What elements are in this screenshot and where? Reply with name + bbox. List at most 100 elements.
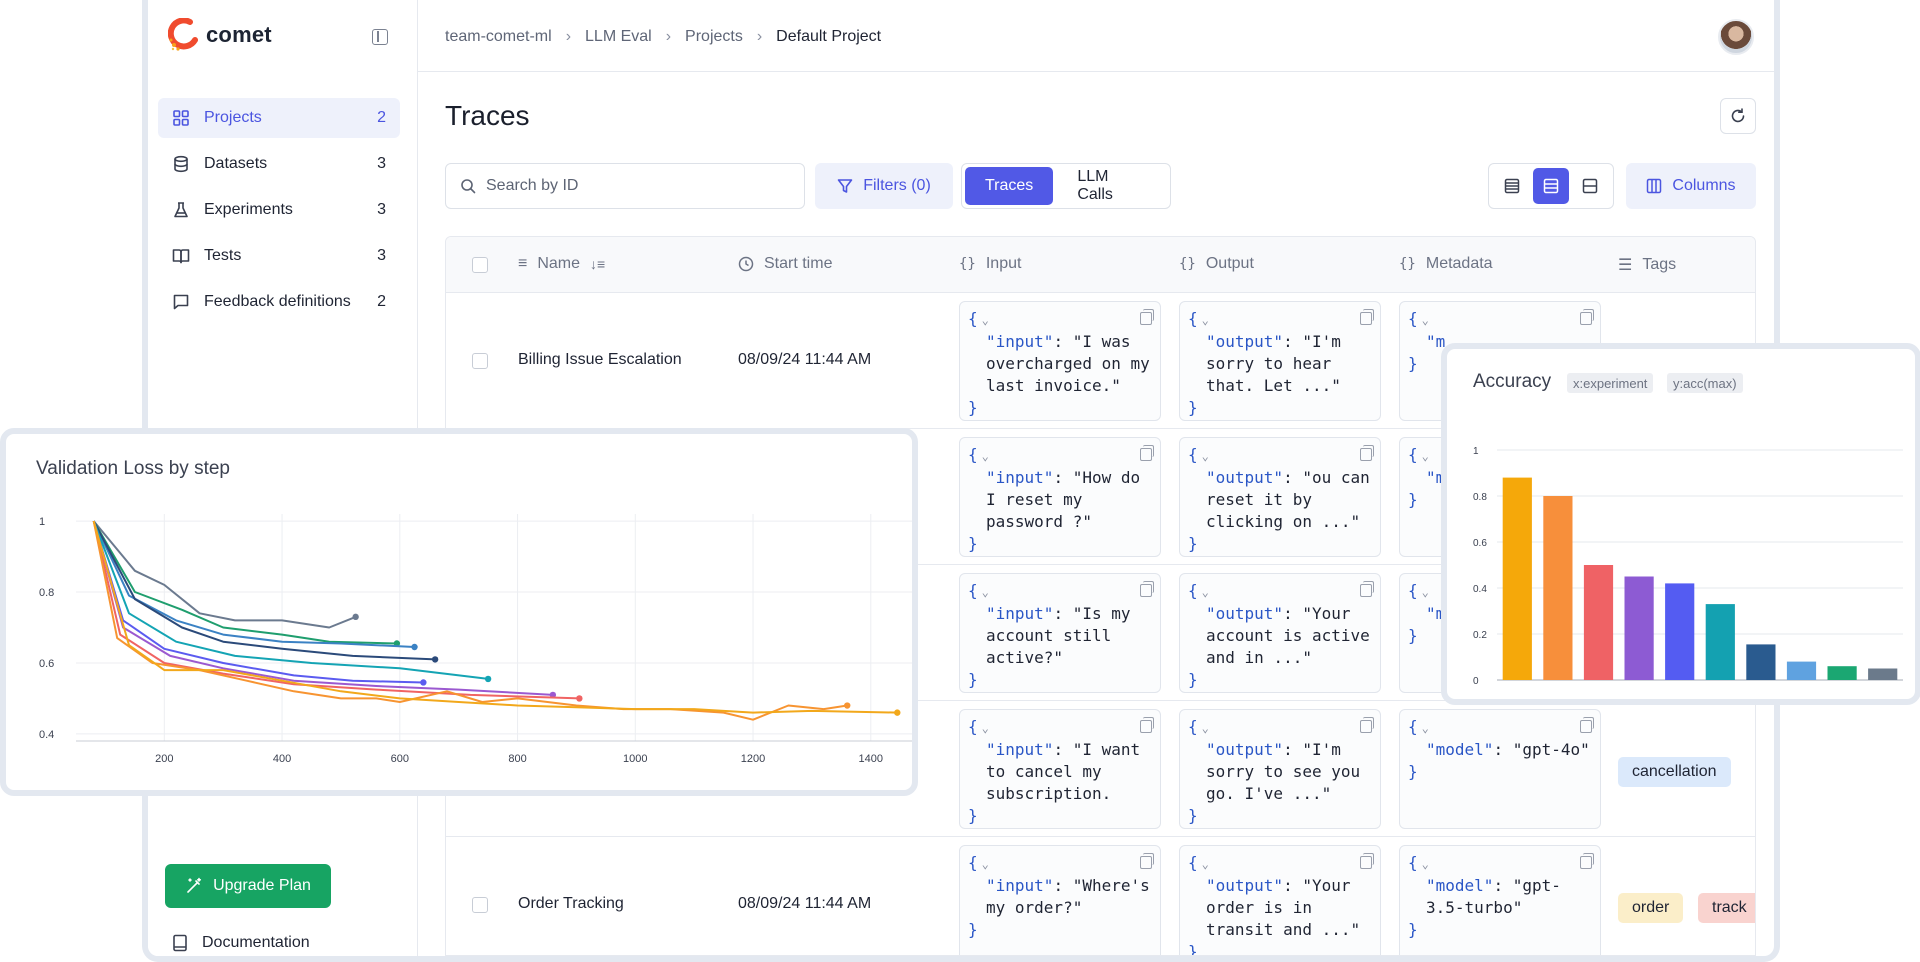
comet-logo[interactable]: comet <box>168 18 272 52</box>
tag-badge[interactable]: cancellation <box>1618 757 1731 787</box>
sidebar-collapse-icon[interactable] <box>372 29 388 45</box>
series-end-point-1[interactable] <box>393 640 401 647</box>
loss-series-line-6[interactable] <box>92 520 553 696</box>
sidebar-item-projects[interactable]: Projects 2 <box>158 98 400 138</box>
copy-icon[interactable] <box>1140 309 1154 325</box>
input-json-cell[interactable]: {⌄ "input": "Where's my order?"} <box>959 845 1161 955</box>
row-checkbox[interactable] <box>472 353 488 369</box>
sidebar-item-datasets[interactable]: Datasets 3 <box>158 144 400 184</box>
table-row[interactable]: Order Tracking 08/09/24 11:44 AM{⌄ "input"… <box>446 837 1755 955</box>
chevron-down-icon[interactable]: ⌄ <box>981 857 989 871</box>
sidebar-item-experiments[interactable]: Experiments 3 <box>158 190 400 230</box>
table-row[interactable]: {⌄ "input": "How do I reset my password ?… <box>446 429 1755 565</box>
copy-icon[interactable] <box>1580 717 1594 733</box>
output-json-cell[interactable]: {⌄ "output": "I'm sorry to see you go. I'… <box>1179 709 1381 829</box>
loss-series-line-5[interactable] <box>92 520 424 684</box>
loss-series-line-4[interactable] <box>92 520 489 680</box>
refresh-button[interactable] <box>1720 98 1756 134</box>
copy-icon[interactable] <box>1580 853 1594 869</box>
input-json-cell[interactable]: {⌄ "input": "I want to cancel my subscrip… <box>959 709 1161 829</box>
breadcrumb-item[interactable]: LLM Eval <box>585 28 652 45</box>
chevron-down-icon[interactable]: ⌄ <box>1201 449 1209 463</box>
chevron-down-icon[interactable]: ⌄ <box>981 313 989 327</box>
upgrade-plan-button[interactable]: Upgrade Plan <box>165 864 331 908</box>
column-header-output[interactable]: {} Output <box>1179 255 1254 273</box>
series-end-point-8[interactable] <box>844 702 851 709</box>
chevron-down-icon[interactable]: ⌄ <box>981 585 989 599</box>
x-axis-chip[interactable]: x:experiment <box>1567 373 1654 393</box>
tag-badge[interactable]: order <box>1618 893 1684 923</box>
chevron-down-icon[interactable]: ⌄ <box>981 449 989 463</box>
density-medium-button[interactable] <box>1533 168 1569 204</box>
series-end-point-7[interactable] <box>576 695 583 702</box>
output-json-cell[interactable]: {⌄ "output": "I'm sorry to hear that. Let… <box>1179 301 1381 421</box>
copy-icon[interactable] <box>1140 853 1154 869</box>
output-json-cell[interactable]: {⌄ "output": "Your account is active and … <box>1179 573 1381 693</box>
chevron-down-icon[interactable]: ⌄ <box>1201 585 1209 599</box>
accuracy-bar-7[interactable] <box>1786 661 1817 680</box>
sort-icon[interactable]: ↓≡ <box>590 256 606 272</box>
loss-series-line-3[interactable] <box>92 520 436 661</box>
copy-icon[interactable] <box>1140 581 1154 597</box>
series-end-point-5[interactable] <box>420 679 427 686</box>
row-checkbox[interactable] <box>472 897 488 913</box>
input-json-cell[interactable]: {⌄ "input": "How do I reset my password ?… <box>959 437 1161 557</box>
chevron-down-icon[interactable]: ⌄ <box>1201 313 1209 327</box>
chevron-down-icon[interactable]: ⌄ <box>1421 585 1429 599</box>
chevron-down-icon[interactable]: ⌄ <box>1421 857 1429 871</box>
accuracy-bar-1[interactable] <box>1543 496 1573 680</box>
loss-series-line-9[interactable] <box>92 520 898 714</box>
density-compact-button[interactable] <box>1494 168 1530 204</box>
series-end-point-4[interactable] <box>484 675 492 683</box>
select-all-checkbox[interactable] <box>472 257 488 273</box>
chevron-down-icon[interactable]: ⌄ <box>981 721 989 735</box>
avatar[interactable] <box>1718 19 1754 55</box>
chevron-down-icon[interactable]: ⌄ <box>1421 449 1429 463</box>
input-json-cell[interactable]: {⌄ "input": "I was overcharged on my last… <box>959 301 1161 421</box>
copy-icon[interactable] <box>1360 853 1374 869</box>
accuracy-bar-2[interactable] <box>1583 565 1614 680</box>
tab-llm-calls[interactable]: LLM Calls <box>1077 168 1113 203</box>
chevron-down-icon[interactable]: ⌄ <box>1421 721 1429 735</box>
series-end-point-9[interactable] <box>894 709 901 716</box>
column-header-name[interactable]: ≡ Name ↓≡ <box>518 255 605 273</box>
sidebar-item-tests[interactable]: Tests 3 <box>158 236 400 276</box>
copy-icon[interactable] <box>1360 309 1374 325</box>
accuracy-bar-9[interactable] <box>1868 668 1898 681</box>
column-header-input[interactable]: {} Input <box>959 255 1021 273</box>
column-header-start-time[interactable]: Start time <box>738 255 832 273</box>
input-json-cell[interactable]: {⌄ "input": "Is my account still active?"… <box>959 573 1161 693</box>
metadata-json-cell[interactable]: {⌄ "model": "gpt-4o"} <box>1399 709 1601 829</box>
copy-icon[interactable] <box>1360 717 1374 733</box>
accuracy-bar-4[interactable] <box>1665 583 1695 680</box>
column-header-metadata[interactable]: {} Metadata <box>1399 255 1493 273</box>
loss-series-line-2[interactable] <box>92 520 415 648</box>
series-end-point-3[interactable] <box>431 656 439 663</box>
breadcrumb-item[interactable]: Projects <box>685 28 743 45</box>
tag-badge[interactable]: track <box>1698 893 1755 923</box>
copy-icon[interactable] <box>1360 581 1374 597</box>
tab-traces[interactable]: Traces <box>965 167 1054 205</box>
sidebar-item-feedback-definitions[interactable]: Feedback definitions 2 <box>158 282 400 322</box>
filters-button[interactable]: Filters (0) <box>815 163 953 209</box>
copy-icon[interactable] <box>1580 309 1594 325</box>
columns-button[interactable]: Columns <box>1626 163 1756 209</box>
density-large-button[interactable] <box>1572 168 1608 204</box>
breadcrumb-item[interactable]: team-comet-ml <box>445 28 552 45</box>
chevron-down-icon[interactable]: ⌄ <box>1201 857 1209 871</box>
y-axis-chip[interactable]: y:acc(max) <box>1667 373 1743 393</box>
series-end-point-2[interactable] <box>411 643 418 651</box>
column-header-tags[interactable]: ☰ Tags <box>1618 255 1676 275</box>
documentation-link[interactable]: Documentation <box>172 934 310 952</box>
copy-icon[interactable] <box>1360 445 1374 461</box>
accuracy-bar-5[interactable] <box>1705 604 1735 680</box>
series-end-point-0[interactable] <box>352 613 359 621</box>
output-json-cell[interactable]: {⌄ "output": "ou can reset it by clicking… <box>1179 437 1381 557</box>
search-input[interactable] <box>486 177 786 195</box>
accuracy-bar-0[interactable] <box>1502 477 1532 680</box>
metadata-json-cell[interactable]: {⌄ "model": "gpt-3.5-turbo"} <box>1399 845 1601 955</box>
loss-series-line-7[interactable] <box>92 520 580 700</box>
loss-series-line-1[interactable] <box>92 520 397 645</box>
accuracy-bar-3[interactable] <box>1624 576 1654 681</box>
copy-icon[interactable] <box>1140 445 1154 461</box>
